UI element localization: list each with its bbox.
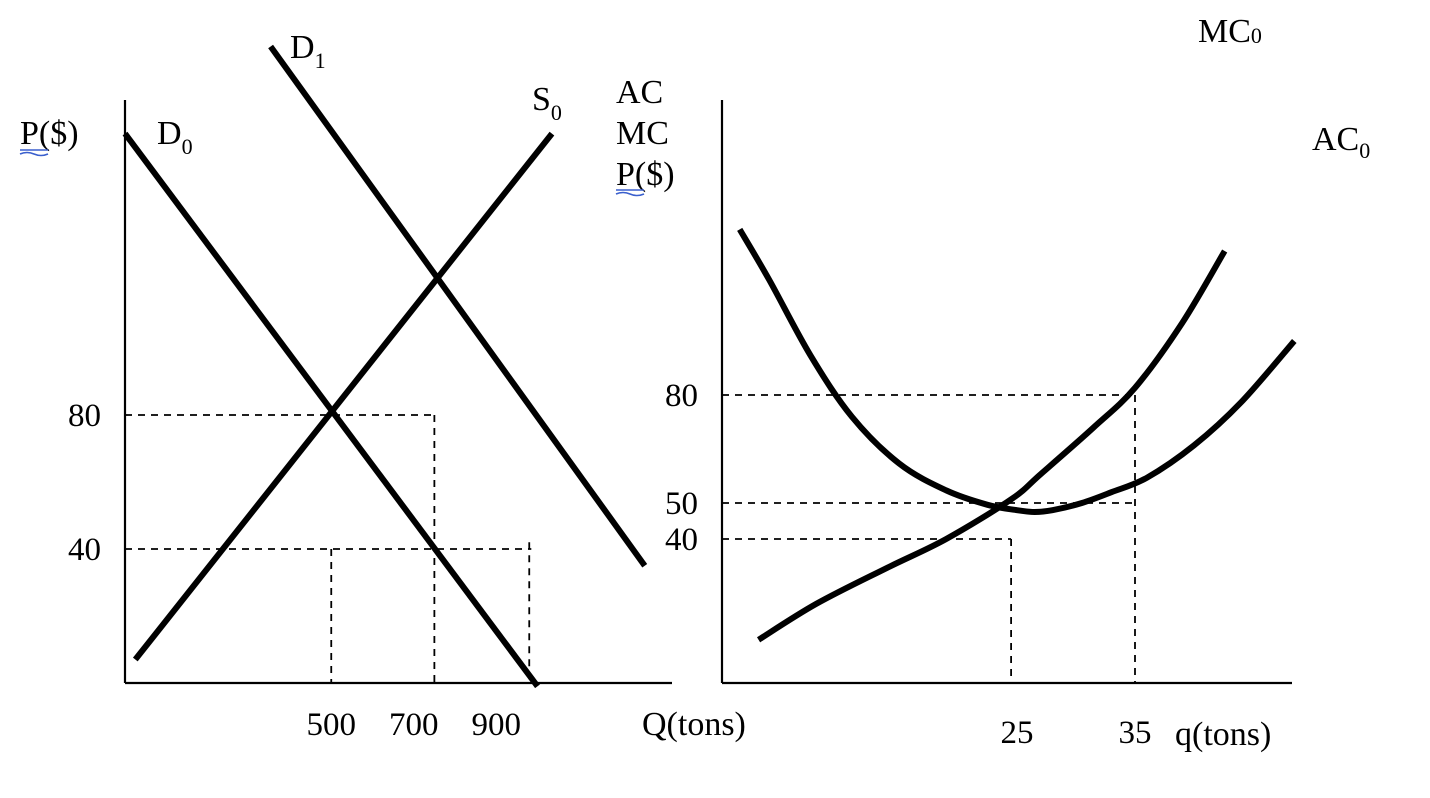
curve-d1 [268,44,648,568]
curve-label-mc0: MC0 [1198,13,1262,50]
link-underline-decoration [615,189,645,197]
x-tick-label-500: 500 [307,707,357,743]
y-tick-label-40: 40 [68,532,101,568]
firm-y-label-mc: MC [616,115,669,152]
curve-label-d1: D1 [290,29,326,73]
x-tick-label-35: 35 [1119,715,1152,751]
link-underline-decoration [19,149,49,157]
firm-y-label-p: P($) [616,156,675,193]
curve-label-ac0: AC0 [1312,121,1370,163]
market-x-axis-label: Q(tons) [642,706,746,743]
market-panel: 500 700 900 80 40 P($) Q(tons) D0 D1 S0 [19,29,746,743]
x-tick-label-25: 25 [1001,715,1034,751]
y-tick-label-50: 50 [665,486,698,522]
y-tick-label-80: 80 [665,378,698,414]
curve-s0 [132,131,555,662]
firm-y-label-ac: AC [616,74,663,111]
x-tick-label-900: 900 [472,707,522,743]
firm-x-axis-label: q(tons) [1175,716,1271,753]
curve-label-d0: D0 [157,115,193,159]
y-tick-label-40: 40 [665,522,698,558]
x-tick-label-700: 700 [389,707,439,743]
y-tick-label-80: 80 [68,398,101,434]
curve-ac0 [737,227,1297,516]
curve-mc0 [756,249,1228,643]
curve-label-s0: S0 [532,81,562,125]
market-y-axis-label: P($) [20,115,79,152]
